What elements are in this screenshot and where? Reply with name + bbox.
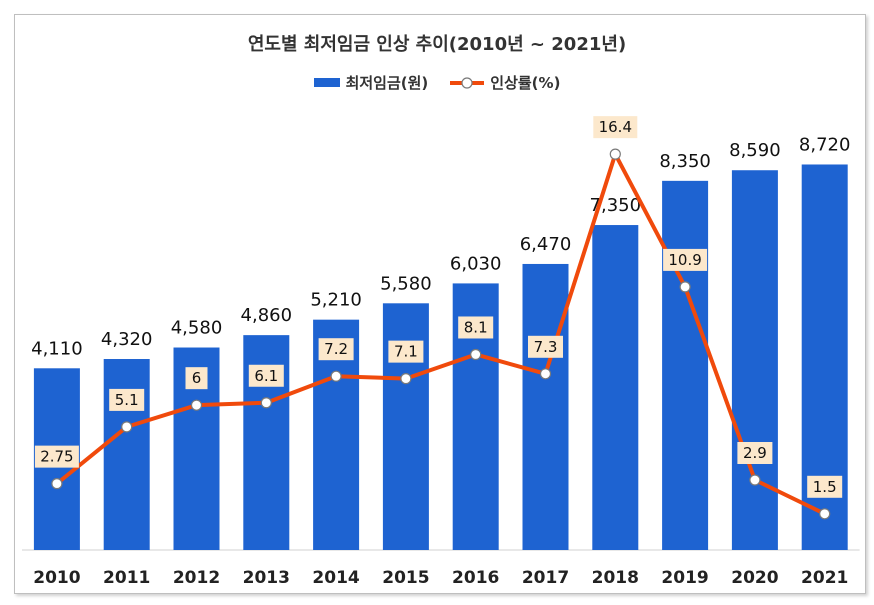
rate-value-label-2010: 2.75: [40, 448, 73, 466]
rate-value-label-2015: 7.1: [394, 343, 418, 361]
rate-value-label-2019: 10.9: [668, 251, 701, 269]
rate-value-label-2020: 2.9: [743, 444, 767, 462]
rate-label-box-2020: [737, 442, 773, 464]
bar-2018: [592, 225, 639, 551]
rate-point-2014: [330, 370, 342, 382]
bar-value-label-2021: 8,720: [799, 134, 851, 155]
bar-2019: [662, 180, 709, 550]
bar-2020: [731, 170, 778, 551]
bar-value-label-2012: 4,580: [171, 318, 223, 339]
x-tick-label-2014: 2014: [312, 568, 359, 588]
bar-value-label-2010: 4,110: [31, 338, 83, 359]
rate-value-label-2017: 7.3: [534, 338, 558, 356]
bar-2011: [103, 359, 150, 550]
rate-value-label-2014: 7.2: [324, 340, 348, 358]
legend-item-rate: 인상률(%): [450, 72, 560, 93]
legend-line-swatch: [450, 76, 485, 89]
x-tick-label-2021: 2021: [801, 568, 848, 588]
bar-value-label-2019: 8,350: [659, 151, 711, 172]
x-tick-label-2015: 2015: [382, 568, 429, 588]
x-tick-label-2011: 2011: [103, 568, 150, 588]
rate-label-box-2018: [593, 116, 638, 139]
rate-point-2010: [51, 478, 63, 490]
rate-point-2015: [400, 373, 412, 385]
bar-value-label-2017: 6,470: [520, 234, 572, 255]
chart-legend: 최저임금(원) 인상률(%): [0, 72, 874, 93]
rate-label-box-2011: [109, 388, 145, 411]
rate-value-label-2018: 16.4: [599, 118, 632, 136]
x-tick-label-2018: 2018: [592, 568, 639, 588]
bar-value-label-2015: 5,580: [380, 273, 432, 294]
x-tick-label-2013: 2013: [243, 568, 290, 588]
rate-label-box-2014: [318, 338, 354, 361]
rate-point-2011: [121, 421, 133, 433]
rate-series-line: [55, 152, 826, 516]
rate-value-label-2016: 8.1: [464, 318, 488, 336]
rate-label-box-2012: [185, 367, 208, 390]
rate-label-box-2017: [528, 335, 563, 358]
rate-point-2019: [679, 281, 691, 293]
bar-value-label-2020: 8,590: [729, 140, 781, 161]
legend-bar-swatch: [313, 78, 340, 87]
x-tick-label-2012: 2012: [173, 568, 220, 588]
rate-value-label-2021: 1.5: [813, 478, 837, 496]
chart-title: 연도별 최저임금 인상 추이(2010년 ~ 2021년): [247, 34, 627, 55]
bar-value-label-2016: 6,030: [450, 253, 502, 274]
rate-label-box-2013: [248, 364, 284, 387]
rate-point-2012: [190, 399, 203, 411]
bar-2015: [382, 303, 429, 550]
x-tick-label-2019: 2019: [661, 568, 708, 588]
x-tick-label-2016: 2016: [452, 568, 499, 588]
rate-label-box-2016: [458, 316, 494, 339]
legend-item-wage: 최저임금(원): [313, 72, 429, 93]
bar-value-label-2014: 5,210: [310, 290, 362, 311]
rate-label-box-2015: [388, 340, 424, 363]
rate-label-box-2010: [34, 445, 79, 468]
rate-label-box-2019: [663, 248, 708, 271]
rate-label-box-2021: [807, 475, 843, 498]
rate-point-2016: [470, 348, 482, 361]
chart-frame: [14, 14, 866, 594]
bar-2017: [522, 263, 569, 550]
rate-point-2021: [819, 508, 831, 520]
legend-label-rate: 인상률(%): [490, 74, 561, 92]
bar-value-label-2011: 4,320: [101, 329, 153, 350]
legend-label-wage: 최저임금(원): [345, 74, 429, 92]
rate-value-label-2012: 6: [192, 369, 202, 387]
rate-value-label-2011: 5.1: [115, 391, 139, 409]
rate-point-2018: [609, 148, 621, 160]
rate-point-2013: [260, 397, 272, 409]
rate-value-label-2013: 6.1: [254, 367, 278, 385]
x-tick-label-2017: 2017: [522, 568, 569, 588]
x-tick-label-2020: 2020: [731, 568, 778, 588]
x-tick-label-2010: 2010: [33, 568, 80, 588]
bar-value-label-2013: 4,860: [241, 305, 293, 326]
rate-point-2017: [539, 368, 552, 380]
rate-point-2020: [749, 474, 761, 486]
